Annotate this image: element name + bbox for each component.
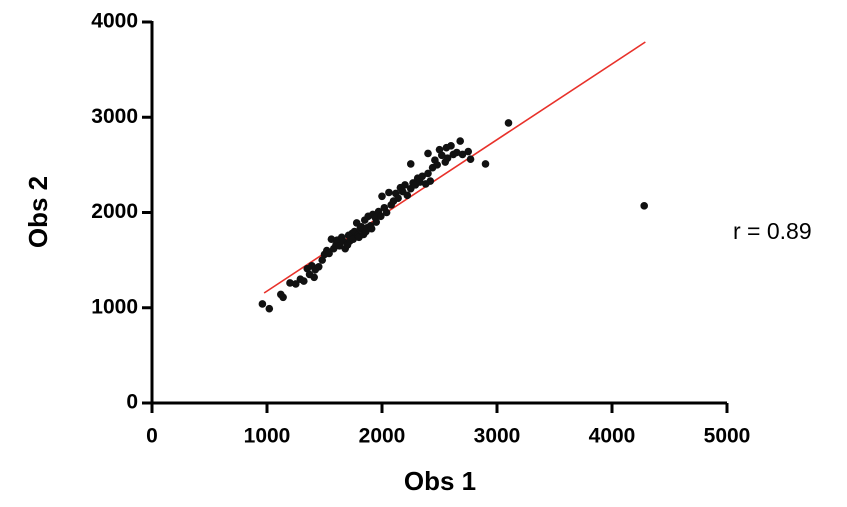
- x-tick-label: 0: [146, 425, 158, 448]
- point: [452, 148, 461, 157]
- point: [367, 224, 376, 233]
- point: [481, 160, 490, 168]
- point: [318, 256, 327, 264]
- point: [372, 218, 381, 226]
- point: [443, 154, 452, 163]
- y-tick-label: 1000: [91, 295, 138, 318]
- x-tick-label: 1000: [244, 425, 291, 448]
- point: [394, 194, 402, 203]
- point: [258, 300, 267, 308]
- point: [300, 277, 308, 285]
- x-tick-label: 3000: [474, 425, 521, 448]
- point: [265, 304, 274, 313]
- point: [286, 279, 294, 287]
- point: [424, 169, 432, 178]
- point: [640, 202, 648, 210]
- y-tick-label: 3000: [91, 105, 138, 128]
- point: [377, 212, 385, 221]
- point: [291, 280, 300, 288]
- point: [327, 235, 336, 243]
- point: [406, 160, 415, 168]
- point: [426, 177, 435, 185]
- annotation: r = 0.89: [733, 218, 812, 244]
- y-tick-label: 0: [126, 391, 138, 414]
- point: [325, 249, 333, 258]
- point: [424, 149, 432, 158]
- point: [279, 293, 287, 302]
- point: [401, 181, 409, 189]
- x-tick-label: 5000: [704, 425, 751, 448]
- point: [456, 137, 465, 145]
- point: [418, 172, 427, 181]
- point: [357, 222, 366, 231]
- y-tick-label: 2000: [91, 200, 138, 223]
- y-axis-label: Obs 2: [23, 176, 53, 248]
- x-tick-label: 4000: [589, 425, 636, 448]
- point: [385, 188, 393, 197]
- point: [310, 273, 318, 282]
- x-tick-label: 2000: [359, 425, 406, 448]
- point: [504, 119, 513, 127]
- point: [442, 143, 451, 152]
- point: [458, 150, 467, 159]
- point: [382, 208, 391, 217]
- point: [416, 178, 424, 186]
- point: [433, 161, 442, 169]
- x-axis-label: Obs 1: [404, 466, 476, 496]
- point: [314, 262, 323, 271]
- point: [466, 155, 475, 163]
- point: [438, 151, 446, 160]
- y-tick-label: 4000: [91, 10, 138, 33]
- point: [403, 191, 412, 200]
- point: [435, 145, 444, 154]
- point: [464, 147, 473, 156]
- point: [378, 192, 386, 201]
